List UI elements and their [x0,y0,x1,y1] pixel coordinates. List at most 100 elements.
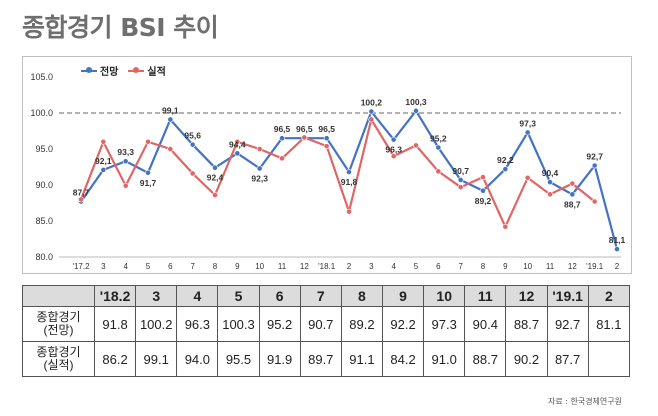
data-point-forecast [167,116,174,123]
data-point-actual [413,142,419,149]
y-tick-label: 95.0 [35,144,53,154]
data-label: 96,3 [385,145,402,155]
table-header-cell: '19.1 [546,285,589,307]
table-cell [587,341,631,377]
table-header-cell: 2 [587,285,631,307]
data-point-actual [323,143,330,150]
data-point-forecast [256,165,263,172]
data-label: 89,2 [475,196,492,206]
data-label: 92,7 [586,152,603,162]
legend-swatch-forecast [81,66,97,73]
table-cell: 81.1 [587,306,631,342]
data-label: 100,2 [361,98,383,108]
line-chart: 80.0 85.0 90.0 95.0 100.0 105.0 '17.2 3 4 5 6 7 8 9 10… [22,56,632,274]
table-header-cell: 4 [176,285,219,307]
data-point-forecast [390,136,397,143]
data-point-forecast [435,144,442,151]
table-cell: 87.7 [546,341,589,377]
data-label: 96,5 [296,124,313,134]
y-tick-label: 105.0 [30,72,53,82]
data-point-forecast [145,169,151,176]
x-tick-label: 9 [235,262,240,271]
data-label: 92,2 [497,155,514,165]
table-cell: 92.7 [546,306,589,342]
table-cell: 91.9 [258,341,301,377]
x-tick-label: 7 [458,262,463,271]
y-tick-label: 80.0 [35,252,53,262]
data-point-forecast [346,169,352,175]
table-cell: 89.2 [340,306,383,342]
x-tick-label: 10 [523,262,532,271]
data-point-forecast [234,150,241,157]
x-tick-label: 6 [436,262,441,271]
data-label: 94,4 [229,139,246,149]
data-point-actual [100,138,107,145]
table-cell: 91.1 [340,341,383,377]
data-point-actual [301,134,308,141]
table-cell: 100.2 [135,306,178,342]
x-tick-label: 11 [546,262,555,271]
chart-title: 종합경기 BSI 추이 [22,13,219,42]
table-header-cell: 3 [135,285,178,307]
table-header-cell: 7 [299,285,342,307]
data-point-actual [346,208,352,215]
table-header-cell: 11 [464,285,507,307]
data-point-forecast [413,107,419,114]
x-tick-label: 4 [391,262,396,271]
data-label: 96,5 [274,124,291,134]
table-row: 종합경기 (실적) 86.2 99.1 94.0 95.5 91.9 89.7 91.1 84.2… [22,341,631,377]
data-label: 92,1 [95,156,112,166]
data-label: 92,3 [251,173,268,183]
table-row: 종합경기 (전망) 91.8 100.2 96.3 100.3 95.2 90.7 89.2 92… [22,306,631,342]
x-tick-label: 12 [568,262,577,271]
data-point-actual [167,146,174,152]
data-point-actual [480,174,486,180]
data-point-forecast [480,187,486,194]
x-tick-label: 8 [213,262,218,271]
data-label: 99,1 [162,105,179,115]
table-body: 종합경기 (전망) 91.8 100.2 96.3 100.3 95.2 90.7 89.2 92… [22,306,631,377]
x-tick-label: 6 [168,262,173,271]
table-header-cell: 6 [258,285,301,307]
x-tick-label: 2 [615,262,620,271]
data-point-forecast [122,158,129,165]
data-point-actual [502,223,509,230]
table-header-row: '18.2 3 4 5 6 7 8 9 10 11 12'19.1 2 [22,285,631,307]
data-label: 96,5 [318,124,335,134]
data-label: 88,7 [564,199,581,209]
data-point-forecast [212,164,218,171]
data-point-forecast [614,246,620,252]
data-point-forecast [323,135,330,142]
x-tick-label: '18.1 [318,262,336,271]
data-label: 92,4 [207,173,224,183]
data-point-forecast [368,108,375,115]
data-point-actual [212,192,218,198]
data-point-forecast [457,177,464,183]
data-label: 91,7 [140,178,157,188]
x-tick-label: 3 [101,262,106,271]
x-tick-label: '19.1 [586,262,604,271]
table-header-cell: 5 [217,285,260,307]
data-point-forecast [591,162,598,169]
table-cell: 97.3 [423,306,466,342]
table-cell: 89.7 [299,341,342,377]
x-tick-label: 7 [190,262,195,271]
data-point-actual [457,184,464,191]
data-point-forecast [189,141,196,148]
data-point-actual [145,138,151,145]
data-point-actual [524,174,531,181]
x-tick-label: 3 [369,262,374,271]
table-cell: 90.4 [464,306,507,342]
data-point-forecast [100,166,107,173]
data-point-actual [435,168,442,175]
table-cell: 95.5 [217,341,260,377]
table-cell: 86.2 [93,341,137,377]
table-row-label: 종합경기 (전망) [22,306,95,342]
data-label: 90,7 [452,166,469,176]
table-header-corner [22,285,95,307]
table-header-cell: 8 [340,285,383,307]
source-note: 자료 : 한국경제연구원 [547,397,622,406]
data-point-forecast [524,129,531,136]
data-label: 93,3 [117,147,134,157]
table-cell: 100.3 [217,306,260,342]
